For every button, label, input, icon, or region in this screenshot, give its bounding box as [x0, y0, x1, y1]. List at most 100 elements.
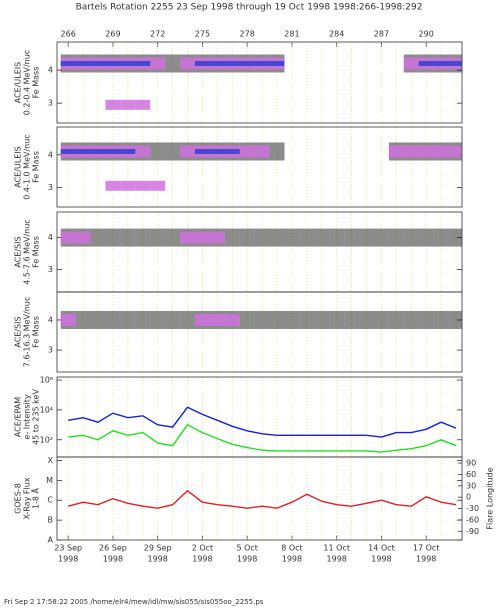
y-tick-label: 4 [48, 315, 53, 324]
y-axis-label: e- Intensity [23, 394, 32, 439]
density-band [180, 145, 195, 158]
density-band [194, 148, 210, 154]
top-tick-label: 275 [195, 30, 210, 39]
density-band [269, 60, 285, 66]
density-band [90, 228, 106, 247]
density-band [254, 60, 270, 66]
y-tick-label: 3 [48, 346, 53, 355]
density-band [90, 310, 106, 329]
density-band [239, 228, 255, 247]
density-band [180, 57, 195, 70]
density-band [433, 310, 449, 329]
density-band [224, 313, 240, 326]
density-band [105, 99, 121, 110]
y2-tick-label: 30 [466, 481, 476, 490]
density-band [373, 310, 389, 329]
density-band [224, 60, 240, 66]
density-band [359, 228, 374, 247]
density-band [433, 228, 449, 247]
bottom-tick-label: 14 Oct [368, 544, 395, 553]
density-band [344, 228, 360, 247]
density-band [433, 145, 449, 158]
density-band [120, 148, 136, 154]
density-band [314, 228, 330, 247]
top-tick-label: 287 [374, 30, 389, 39]
bottom-tick-label: 2 Oct [192, 544, 213, 553]
density-band [418, 145, 434, 158]
bottom-tick-label: 29 Sep [144, 544, 172, 553]
y-axis-label: 0.2-0.4 MeV/nuc [23, 50, 32, 115]
bottom-tick-label: 26 Sep [99, 544, 127, 553]
density-band [180, 231, 195, 244]
y-axis-label: ACE/SIS [14, 316, 23, 347]
panel-frame [56, 376, 463, 458]
density-band [209, 148, 225, 154]
bottom-tick-label: 17 Oct [413, 544, 440, 553]
series-line [68, 423, 457, 453]
density-band [403, 57, 419, 70]
y-axis-label: ACE/ULEIS [14, 62, 23, 103]
density-band [105, 148, 121, 154]
density-band [209, 313, 225, 326]
y2-tick-label: -30 [466, 504, 479, 513]
bottom-tick-year: 1998 [371, 555, 391, 564]
density-band [90, 148, 106, 154]
density-band [135, 228, 151, 247]
density-band [359, 310, 374, 329]
y-axis-label: 4.5-7.6 MeV/nuc [23, 219, 32, 284]
density-band [150, 57, 166, 70]
density-band [105, 60, 121, 66]
density-band [239, 145, 255, 158]
chart-title: Bartels Rotation 2255 23 Sep 1998 throug… [76, 3, 423, 13]
y-tick-label: 3 [48, 265, 53, 274]
bottom-tick-year: 1998 [148, 555, 168, 564]
y-axis-label: GOES-8 [14, 483, 23, 514]
bottom-tick-year: 1998 [282, 555, 302, 564]
y-tick-label: X [48, 456, 54, 465]
density-band [150, 180, 166, 191]
density-band [135, 180, 151, 191]
bottom-tick-label: 23 Sep [54, 544, 82, 553]
top-tick-label: 290 [419, 30, 434, 39]
density-band [165, 54, 181, 73]
density-band [150, 142, 166, 161]
y-axis-label: X-Ray Flux [23, 477, 32, 519]
density-band [299, 228, 315, 247]
density-band [135, 310, 151, 329]
density-band [418, 60, 434, 66]
density-band [388, 310, 404, 329]
panel-frame [56, 41, 463, 124]
density-band [209, 60, 225, 66]
y-tick-label: M [46, 476, 53, 485]
footer: Fri Sep 2 17:58:22 2005 /home/elr4/mew/i… [4, 598, 264, 606]
y-tick-label: 10⁶ [40, 376, 53, 385]
density-band [180, 310, 195, 329]
bottom-tick-label: 8 Oct [281, 544, 302, 553]
density-band [388, 145, 404, 158]
y-tick-label: 10⁴ [40, 405, 53, 414]
density-band [269, 310, 285, 329]
density-band [90, 60, 106, 66]
density-band [135, 99, 151, 110]
series-line [68, 406, 457, 438]
bottom-tick-year: 1998 [416, 555, 436, 564]
density-band [194, 313, 210, 326]
density-band [150, 310, 166, 329]
y-tick-label: 3 [48, 99, 53, 108]
y-tick-label: 4 [48, 66, 53, 75]
y-tick-label: B [48, 516, 54, 525]
density-band [165, 228, 181, 247]
y2-tick-label: -60 [466, 515, 479, 524]
density-band [75, 148, 91, 154]
bottom-tick-year: 1998 [103, 555, 123, 564]
density-band [150, 228, 166, 247]
density-band [135, 60, 151, 66]
y-axis-label: Fe Mass [32, 67, 41, 99]
y-axis-label: ACE/ULEIS [14, 146, 23, 187]
y-axis-label: Fe Mass [32, 236, 41, 268]
y-axis-label: 45 to 235 keV [32, 389, 41, 445]
top-tick-label: 284 [329, 30, 344, 39]
top-tick-label: 278 [240, 30, 255, 39]
density-band [403, 145, 419, 158]
